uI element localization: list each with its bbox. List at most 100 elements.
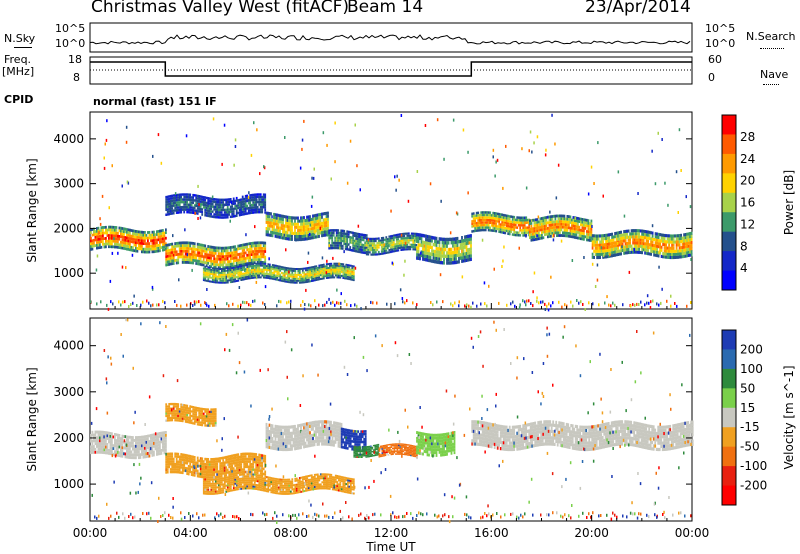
feature-cell (327, 276, 330, 279)
band-cell (645, 236, 648, 240)
feature-cell (252, 263, 255, 265)
band-cell (513, 231, 516, 234)
feature-cell (277, 271, 280, 274)
band-cell (481, 221, 484, 224)
feature-cell (306, 273, 309, 275)
band-cell (556, 231, 558, 235)
band-cell (91, 233, 94, 237)
feature-cell (229, 267, 232, 270)
feature-cell (261, 270, 264, 273)
band-cell (602, 240, 604, 244)
feature-cell (240, 201, 243, 204)
band-cell (612, 241, 615, 245)
band-cell (228, 260, 231, 264)
ground-scatter (636, 302, 638, 306)
band-cell (283, 224, 286, 228)
band-cell (394, 243, 397, 246)
band-cell (545, 216, 548, 219)
band-cell (341, 247, 344, 250)
band-cell (347, 248, 350, 251)
band-cell (464, 258, 466, 263)
band-cell (117, 439, 119, 443)
band-cell (361, 243, 364, 247)
scatter-point (172, 234, 174, 238)
feature-cell (301, 277, 304, 280)
band-cell (633, 250, 636, 254)
band-cell (398, 235, 401, 238)
band-cell (127, 438, 130, 442)
band-cell (157, 230, 160, 233)
band-cell (228, 246, 231, 250)
band-cell (403, 239, 406, 242)
feature-cell (234, 202, 237, 205)
band-cell (282, 236, 284, 240)
band-cell (123, 238, 125, 242)
band-cell (514, 226, 517, 229)
band-cell (204, 250, 207, 253)
band-cell (606, 252, 609, 256)
band-cell (541, 217, 543, 220)
band-cell (599, 234, 601, 238)
band-cell (657, 239, 660, 243)
band-cell (663, 237, 666, 241)
feature-cell (264, 201, 267, 204)
band-cell (222, 260, 225, 264)
band-cell (559, 220, 561, 223)
band-cell (516, 218, 519, 222)
feature-cell (213, 279, 216, 282)
band-cell (389, 237, 392, 240)
band-cell (289, 219, 292, 223)
band-cell (108, 431, 110, 435)
band-cell (355, 239, 358, 243)
band-cell (686, 254, 688, 258)
band-cell (135, 456, 137, 460)
band-cell (163, 439, 166, 443)
band-cell (153, 450, 155, 454)
band-cell (130, 436, 133, 439)
band-cell (349, 231, 352, 234)
feature-cell (262, 266, 265, 269)
band-cell (350, 236, 353, 239)
band-cell (627, 247, 630, 251)
band-cell (325, 211, 328, 215)
band-cell (377, 239, 380, 242)
band-cell (166, 260, 169, 264)
feature-cell (222, 279, 225, 282)
band-cell (437, 257, 439, 261)
feature-cell (292, 267, 295, 270)
band-cell (114, 240, 116, 243)
band-cell (609, 254, 612, 258)
band-cell (489, 226, 492, 229)
scatter-point (223, 261, 225, 265)
band-cell (117, 453, 119, 457)
band-cell (292, 216, 295, 220)
band-cell (114, 245, 116, 249)
band-cell (249, 253, 252, 257)
feature-cell (282, 272, 285, 275)
feature-cell (262, 201, 265, 204)
scatter-point (590, 165, 593, 169)
feature-cell (294, 268, 297, 270)
band-cell (144, 247, 146, 251)
band-cell (129, 239, 131, 243)
feature-cell (247, 273, 250, 276)
feature-cell (291, 271, 294, 274)
band-cell (240, 255, 243, 258)
feature-cell (222, 273, 225, 276)
feature-cell (211, 277, 214, 279)
band-cell (584, 218, 587, 222)
feature-cell (328, 270, 331, 273)
band-cell (662, 236, 664, 240)
band-cell (461, 246, 463, 250)
feature-cell (265, 269, 268, 271)
band-cell (262, 244, 265, 248)
band-cell (289, 237, 292, 241)
band-cell (246, 245, 249, 249)
scatter-point (106, 119, 108, 123)
scatter-point (532, 290, 534, 294)
band-cell (280, 233, 283, 237)
feature-cell (205, 201, 208, 205)
band-cell (220, 246, 223, 250)
feature-cell (334, 270, 337, 273)
band-cell (139, 244, 142, 248)
